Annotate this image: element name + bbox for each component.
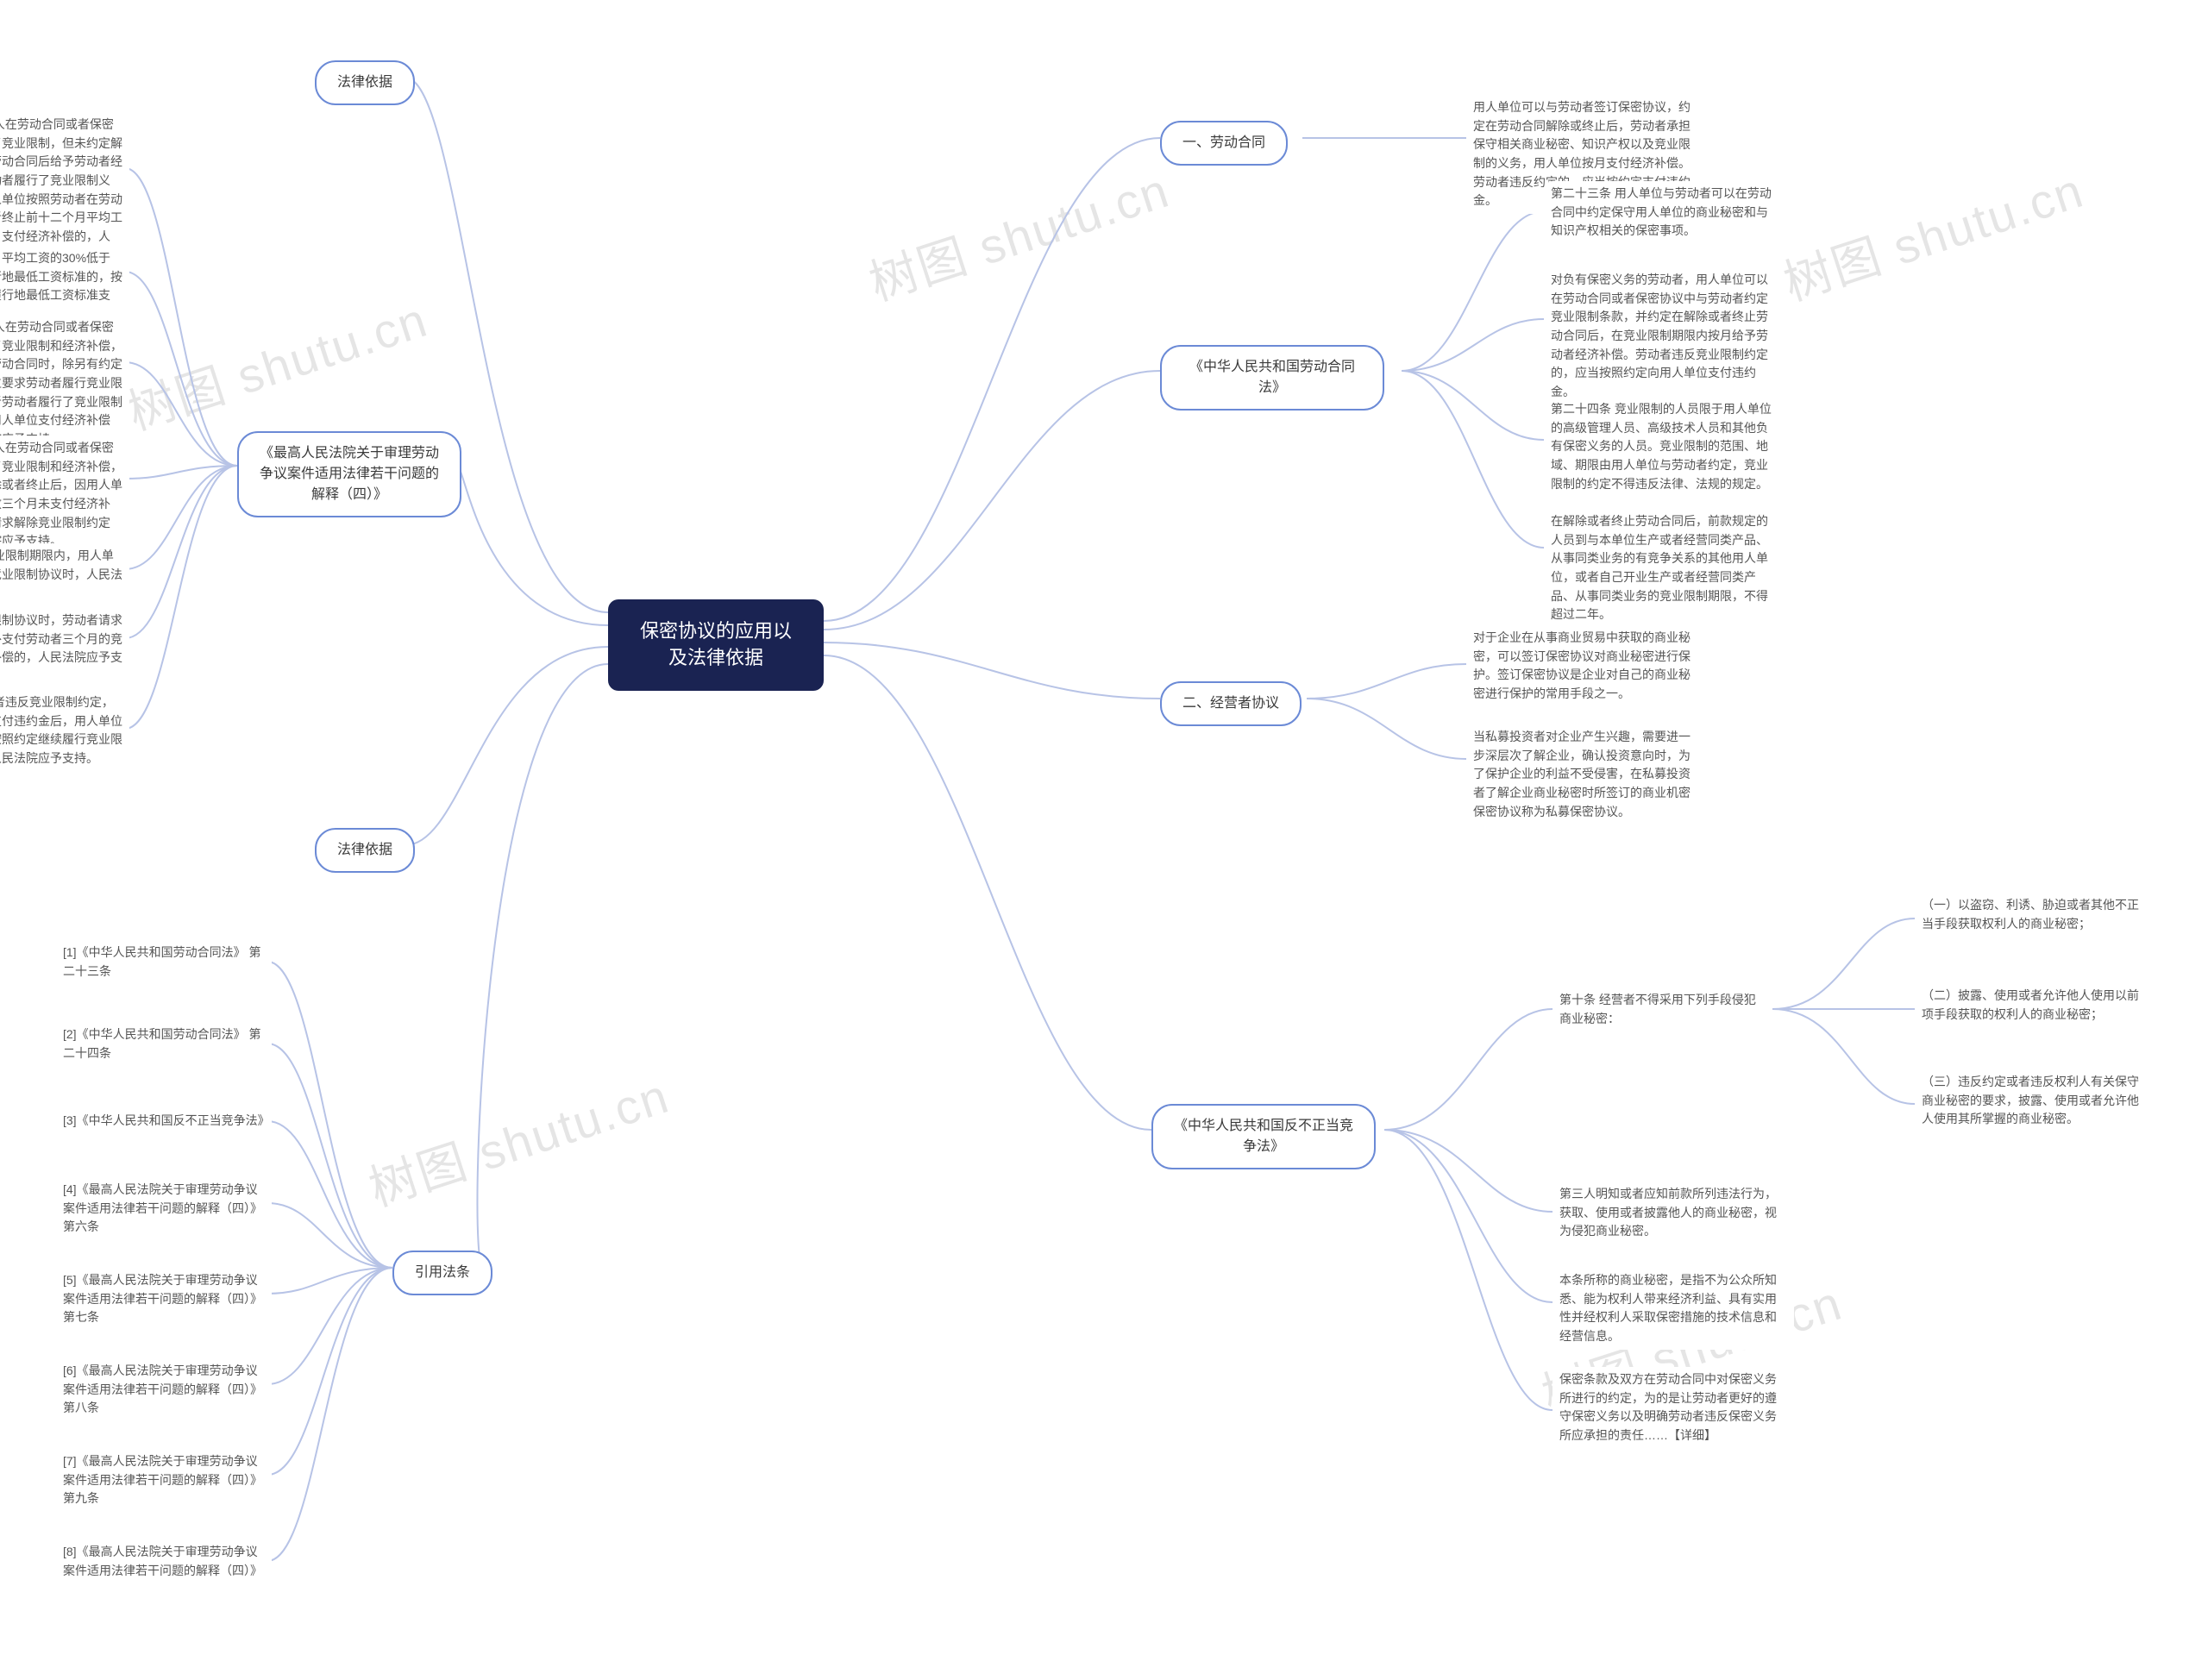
leaf: [2]《中华人民共和国劳动合同法》 第二十四条 (56, 1022, 272, 1066)
leaf: [8]《最高人民法院关于审理劳动争议案件适用法律若干问题的解释（四）》 (56, 1539, 272, 1583)
watermark: 树图 shutu.cn (1773, 152, 2092, 315)
branch-supreme-court: 《最高人民法院关于审理劳动争议案件适用法律若干问题的解释（四）》 (237, 431, 461, 517)
branch-operator-agreement: 二、经营者协议 (1160, 681, 1302, 726)
leaf: [7]《最高人民法院关于审理劳动争议案件适用法律若干问题的解释（四）》 第九条 (56, 1449, 272, 1512)
leaf: 当私募投资者对企业产生兴趣，需要进一步深层次了解企业，确认投资意向时，为了保护企… (1466, 724, 1708, 824)
leaf: 第八条 当事人在劳动合同或者保密协议中约定了竞业限制和经济补偿，劳动合同解除或者… (0, 436, 129, 555)
root-node: 保密协议的应用以及法律依据 (608, 599, 824, 691)
leaf: 保密条款及双方在劳动合同中对保密义务所进行的约定，为的是让劳动者更好的遵守保密义… (1552, 1367, 1794, 1449)
branch-cited-articles: 引用法条 (392, 1251, 492, 1295)
leaf: [1]《中华人民共和国劳动合同法》 第二十三条 (56, 940, 272, 984)
branch-anti-unfair: 《中华人民共和国反不正当竞争法》 (1151, 1104, 1376, 1169)
leaf: 对于企业在从事商业贸易中获取的商业秘密，可以签订保密协议对商业秘密进行保护。签订… (1466, 625, 1708, 707)
branch-legal-basis-2: 法律依据 (315, 828, 415, 873)
leaf: 第十条 劳动者违反竞业限制约定，向用人单位支付违约金后，用人单位要求劳动者按照约… (0, 690, 129, 772)
leaf: 在解除或者终止劳动合同后，前款规定的人员到与本单位生产或者经营同类产品、从事同类… (1544, 509, 1785, 628)
watermark: 树图 shutu.cn (859, 152, 1177, 315)
leaf: （一）以盗窃、利诱、胁迫或者其他不正当手段获取权利人的商业秘密； (1915, 893, 2156, 937)
watermark: 树图 shutu.cn (359, 1057, 677, 1220)
watermark: 树图 shutu.cn (117, 281, 436, 444)
branch-labor-contract: 一、劳动合同 (1160, 121, 1288, 166)
leaf: 第九条 在竞业限制期限内，用人单位请求解除竞业限制协议时，人民法院应予支持。 (0, 543, 129, 606)
branch-legal-basis-1: 法律依据 (315, 60, 415, 105)
leaf: 本条所称的商业秘密，是指不为公众所知悉、能为权利人带来经济利益、具有实用性并经权… (1552, 1268, 1794, 1350)
leaf: 第七条 当事人在劳动合同或者保密协议中约定了竞业限制和经济补偿，当事人解除劳动合… (0, 315, 129, 453)
leaf: [3]《中华人民共和国反不正当竞争法》 (56, 1108, 272, 1134)
branch-labor-law: 《中华人民共和国劳动合同法》 (1160, 345, 1384, 411)
leaf: （二）披露、使用或者允许他人使用以前项手段获取的权利人的商业秘密； (1915, 983, 2156, 1027)
leaf: [4]《最高人民法院关于审理劳动争议案件适用法律若干问题的解释（四）》 第六条 (56, 1177, 272, 1240)
leaf: 第二十三条 用人单位与劳动者可以在劳动合同中约定保守用人单位的商业秘密和与知识产… (1544, 181, 1785, 244)
leaf: （三）违反约定或者违反权利人有关保守商业秘密的要求，披露、使用或者允许他人使用其… (1915, 1069, 2156, 1132)
leaf: [6]《最高人民法院关于审理劳动争议案件适用法律若干问题的解释（四）》 第八条 (56, 1358, 272, 1421)
leaf: 在解除竞业限制协议时，劳动者请求用人单位额外支付劳动者三个月的竞业限制经济补偿的… (0, 608, 129, 690)
leaf-group-head: 第十条 经营者不得采用下列手段侵犯商业秘密： (1552, 987, 1768, 1031)
leaf: 第三人明知或者应知前款所列违法行为，获取、使用或者披露他人的商业秘密，视为侵犯商… (1552, 1182, 1794, 1244)
leaf: 对负有保密义务的劳动者，用人单位可以在劳动合同或者保密协议中与劳动者约定竞业限制… (1544, 267, 1785, 405)
leaf: 第二十四条 竞业限制的人员限于用人单位的高级管理人员、高级技术人员和其他负有保密… (1544, 397, 1785, 497)
leaf: [5]《最高人民法院关于审理劳动争议案件适用法律若干问题的解释（四）》 第七条 (56, 1268, 272, 1331)
